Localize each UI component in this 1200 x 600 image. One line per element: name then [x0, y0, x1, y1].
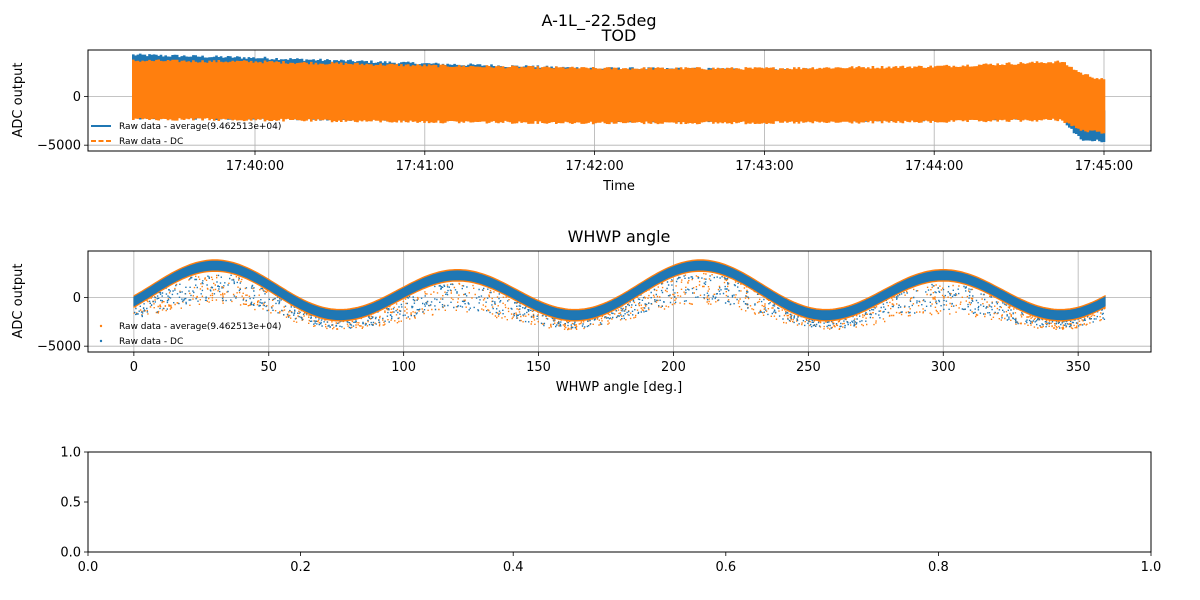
whwp-band [133, 260, 1106, 321]
tod-xlabel: Time [602, 179, 635, 194]
tod-y-tick-label: 0 [73, 90, 81, 105]
whwp-ticks: 0 50 100 150 200 250 300 350 −5000 0 [37, 291, 1091, 375]
whwp-ylabel: ADC output [11, 264, 26, 339]
tod-data [132, 53, 1106, 143]
empty-x-tick-label: 0.4 [503, 560, 524, 575]
figure-suptitle: A-1L_-22.5deg [541, 11, 656, 31]
tod-x-tick-label: 17:43:00 [735, 159, 793, 174]
whwp-x-tick-label: 250 [796, 360, 821, 375]
whwp-panel: WHWP angle 0 50 100 150 200 250 300 350 −5000 0 W… [11, 227, 1152, 395]
whwp-x-tick-label: 50 [260, 360, 277, 375]
empty-axes-frame [87, 451, 1152, 553]
tod-x-tick-label: 17:40:00 [226, 159, 284, 174]
empty-panel: 0.0 0.2 0.4 0.6 0.8 1.0 0.0 0.5 1.0 [60, 446, 1161, 576]
whwp-y-tick-label: 0 [73, 291, 81, 306]
whwp-data [133, 259, 1106, 331]
tod-series-dc [132, 59, 1106, 134]
whwp-xlabel: WHWP angle [deg.] [556, 380, 682, 395]
empty-y-tick-label: 1.0 [60, 446, 81, 461]
whwp-x-tick-label: 350 [1066, 360, 1091, 375]
tod-title: TOD [601, 26, 637, 45]
tod-x-tick-label: 17:41:00 [396, 159, 454, 174]
legend-label-dc: Raw data - DC [119, 337, 183, 347]
empty-y-tick-label: 0.5 [60, 496, 81, 511]
tod-axes-frame [87, 49, 1152, 152]
empty-x-tick-label: 1.0 [1141, 560, 1162, 575]
whwp-x-tick-label: 100 [391, 360, 416, 375]
whwp-x-tick-label: 150 [526, 360, 551, 375]
tod-x-tick-label: 17:44:00 [905, 159, 963, 174]
empty-ticks: 0.0 0.2 0.4 0.6 0.8 1.0 0.0 0.5 1.0 [60, 446, 1161, 576]
empty-x-tick-label: 0.6 [715, 560, 736, 575]
tod-x-tick-label: 17:45:00 [1075, 159, 1133, 174]
whwp-legend: Raw data - average(9.462513e+04) Raw dat… [99, 322, 281, 347]
empty-y-tick-label: 0.0 [60, 546, 81, 561]
legend-marker-dc [99, 339, 103, 343]
whwp-title: WHWP angle [568, 227, 671, 246]
legend-label-dc: Raw data - DC [119, 137, 183, 147]
tod-legend: Raw data - average(9.462513e+04) Raw dat… [91, 122, 281, 147]
tod-ticks: 17:40:00 17:41:00 17:42:00 17:43:00 17:44:00… [37, 90, 1133, 174]
whwp-x-tick-label: 0 [130, 360, 138, 375]
whwp-x-tick-label: 300 [931, 360, 956, 375]
legend-marker-average [99, 324, 103, 328]
legend-label-average: Raw data - average(9.462513e+04) [119, 122, 281, 132]
empty-x-tick-label: 0.0 [78, 560, 99, 575]
whwp-x-tick-label: 200 [661, 360, 686, 375]
empty-x-tick-label: 0.8 [928, 560, 949, 575]
whwp-band-average [133, 260, 1106, 321]
whwp-y-tick-label: −5000 [37, 340, 81, 355]
tod-panel: TOD 17:40:00 17:41:00 17:42:00 17:43:00 17:4… [11, 26, 1152, 194]
whwp-axes-frame [87, 250, 1152, 353]
tod-ylabel: ADC output [11, 63, 26, 138]
legend-label-average: Raw data - average(9.462513e+04) [119, 322, 281, 332]
tod-trace [132, 59, 1106, 134]
empty-x-tick-label: 0.2 [290, 560, 311, 575]
tod-y-tick-label: −5000 [37, 139, 81, 154]
tod-x-tick-label: 17:42:00 [565, 159, 623, 174]
